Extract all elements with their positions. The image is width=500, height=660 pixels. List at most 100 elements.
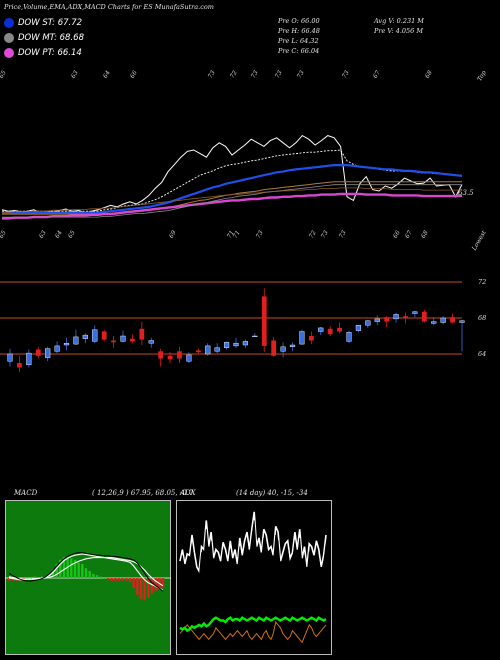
macd-histogram-bar	[26, 578, 29, 579]
ema-top-axis-label: 66	[129, 69, 139, 79]
macd-histogram-bar	[33, 576, 36, 578]
macd-histogram-bar	[84, 568, 88, 578]
ema-series-line	[2, 184, 462, 218]
price-candle-body	[186, 354, 192, 362]
macd-histogram-bar	[121, 578, 124, 581]
macd-histogram-bar	[59, 559, 62, 578]
price-candle-body	[205, 345, 211, 355]
price-axis-label: 65	[0, 230, 8, 240]
macd-histogram-bar	[103, 578, 106, 579]
ema-chart: 65 63 64 66 73 72 73 73 73 73 67 68 Top 63.5	[0, 69, 488, 220]
price-candle-body	[393, 314, 399, 320]
macd-series-line	[8, 552, 164, 592]
price-candle-body	[327, 328, 333, 335]
ema-series-line	[2, 163, 463, 214]
macd-title: MACD	[14, 489, 38, 497]
price-candle-body	[346, 332, 352, 342]
macd-histogram-bar	[139, 578, 143, 599]
macd-histogram-bar	[62, 557, 66, 578]
macd-histogram-bar	[150, 578, 154, 594]
price-candle-body	[158, 351, 164, 359]
adx-background	[176, 500, 332, 655]
macd-histogram-bar	[161, 578, 165, 588]
price-candle-body	[54, 345, 60, 352]
price-candle-body	[92, 329, 98, 342]
ema-top-axis-label: 73	[296, 69, 306, 79]
legend-dow-mt: DOW MT: 68.68	[4, 31, 84, 44]
price-candle-body	[365, 320, 371, 326]
adx-series-line	[179, 620, 327, 644]
price-candle-body	[355, 324, 362, 331]
macd-histogram-bar	[40, 576, 44, 578]
price-candle-body	[280, 346, 286, 352]
macd-params: ( 12,26,9 ) 67.95, 68.05, -0.7	[92, 489, 194, 497]
legend-dow-pt: DOW PT: 66.14	[4, 46, 82, 59]
adx-series-line	[179, 511, 327, 575]
macd-histogram-bar	[147, 578, 150, 598]
macd-histogram-bar	[136, 578, 139, 595]
macd-histogram-bar	[95, 575, 99, 578]
ema-series-line	[2, 192, 463, 220]
legend-swatch	[4, 17, 14, 28]
macd-histogram-bar	[11, 578, 14, 581]
price-candle-body	[35, 349, 41, 356]
stat-prev-low: Pre L: 64.32	[278, 37, 319, 45]
ema-series-line	[2, 149, 462, 212]
price-candle-body	[26, 352, 32, 365]
macd-histogram-bar	[132, 578, 135, 588]
macd-histogram-bar	[110, 578, 113, 581]
price-candle-body	[412, 311, 418, 314]
macd-histogram-bar	[154, 578, 157, 591]
price-candle-body	[374, 318, 380, 322]
price-level-label: 72	[478, 278, 486, 286]
macd-histogram-bar	[125, 578, 128, 581]
ema-value-label: 63.5	[458, 189, 474, 197]
price-axis-label: 65	[67, 230, 77, 240]
price-candle-body	[101, 331, 107, 340]
stat-prev-volume: Pre V: 4.056 M	[374, 27, 424, 35]
price-axis-label: 73	[320, 230, 330, 240]
macd-border	[5, 500, 171, 655]
ema-top-axis-label: 63	[70, 69, 80, 79]
price-candle-body	[403, 316, 408, 318]
adx-series-line	[179, 520, 327, 580]
price-axis-label: 71	[226, 230, 236, 240]
ema-top-axis-label: 65	[0, 69, 8, 79]
ema-top-axis-label: 68	[424, 69, 434, 79]
ema-top-axis-label: 72	[229, 69, 239, 79]
price-axis-label: 66	[392, 230, 402, 240]
price-axis-label: 73	[255, 230, 265, 240]
macd-histogram-bar	[7, 578, 11, 581]
legend-swatch	[4, 47, 14, 58]
macd-histogram-bar	[143, 578, 146, 601]
price-candle-body	[223, 342, 230, 348]
legend-label: DOW ST: 67.72	[18, 17, 83, 28]
price-level-label: 68	[478, 314, 486, 322]
macd-histogram-bar	[51, 569, 55, 578]
ema-top-axis-label: 73	[207, 69, 217, 79]
price-candle-body	[242, 341, 249, 346]
price-candle-body	[252, 335, 258, 338]
price-axis-label: 67	[404, 230, 414, 240]
price-axis-label: 68	[420, 230, 430, 240]
price-axis-label: 73	[338, 230, 348, 240]
ema-top-axis-label: 73	[250, 69, 260, 79]
macd-histogram-bar	[106, 578, 110, 580]
macd-histogram-bar	[99, 576, 102, 578]
price-candle-body	[139, 328, 145, 340]
macd-chart	[5, 500, 171, 655]
adx-params: (14 day) 40, -15, -34	[236, 489, 308, 497]
stat-avg-volume: Avg V: 0.231 M	[374, 17, 424, 25]
macd-histogram-bar	[81, 564, 84, 578]
price-candle-body	[17, 363, 22, 368]
price-candle-body	[384, 317, 390, 322]
ema-top-axis-label: 73	[341, 69, 351, 79]
price-axis-label: 71	[232, 230, 242, 240]
price-candle-body	[73, 336, 79, 345]
price-candle-body	[130, 338, 135, 342]
price-candle-body	[440, 317, 446, 323]
price-candle-body	[177, 351, 182, 359]
macd-series-line	[8, 553, 164, 591]
price-candle-body	[167, 355, 173, 360]
price-candle-body	[308, 336, 314, 341]
